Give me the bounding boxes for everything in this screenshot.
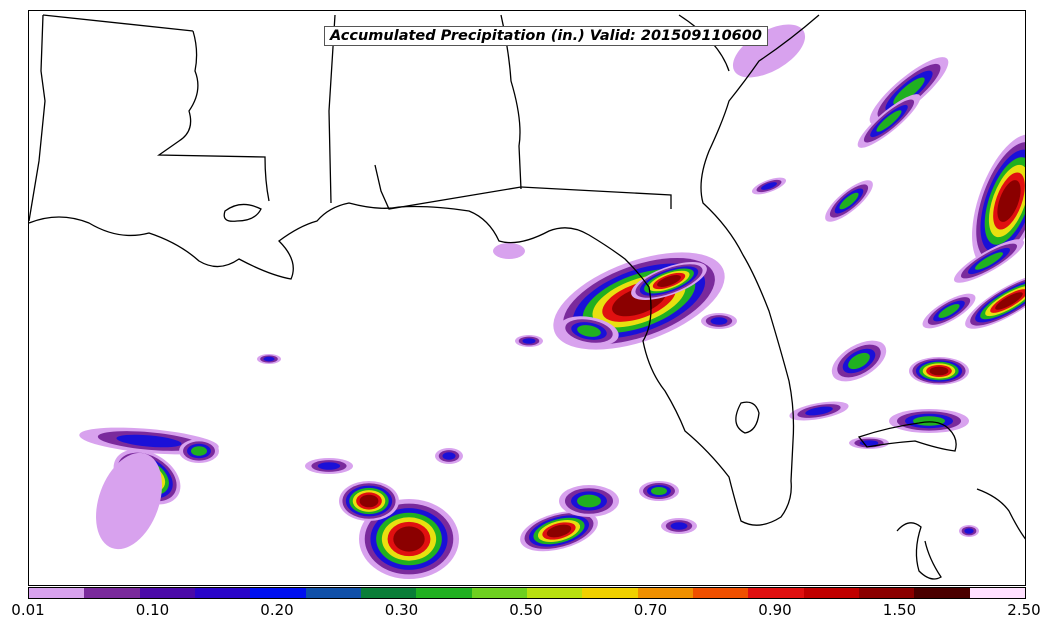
precipitation-cell bbox=[929, 366, 949, 376]
lake-okeechobee bbox=[735, 401, 760, 434]
precipitation-cell bbox=[893, 77, 925, 105]
colorbar-swatch bbox=[305, 588, 361, 598]
precipitation-cell bbox=[493, 243, 525, 259]
precipitation-cell bbox=[96, 452, 162, 550]
colorbar-tick-label: 0.50 bbox=[509, 601, 543, 619]
precipitation-cell bbox=[848, 352, 870, 370]
colorbar-swatch bbox=[637, 588, 693, 598]
colorbar-labels: 0.01 0.10 0.20 0.30 0.50 0.70 0.90 1.50 2.50 bbox=[0, 601, 1054, 625]
colorbar-tick-label: 0.30 bbox=[384, 601, 419, 619]
colorbar-swatch bbox=[471, 588, 527, 598]
louisiana-west-border bbox=[29, 14, 46, 222]
colorbar-swatch bbox=[29, 588, 85, 598]
cuba-coastline bbox=[857, 421, 957, 452]
state-boundary-georgia-florida bbox=[520, 186, 672, 209]
colorbar-swatch bbox=[360, 588, 417, 598]
precipitation-cell bbox=[577, 494, 601, 508]
gulf-coastline bbox=[29, 14, 820, 526]
colorbar-swatch bbox=[582, 588, 638, 598]
precipitation-cell bbox=[732, 24, 806, 78]
map-panel: Accumulated Precipitation (in.) Valid: 2… bbox=[28, 10, 1026, 586]
map-title: Accumulated Precipitation (in.) Valid: 2… bbox=[324, 26, 768, 46]
precipitation-cell bbox=[761, 182, 777, 190]
colorbar-swatch bbox=[803, 588, 859, 598]
precipitation-cell bbox=[964, 528, 974, 534]
precipitation-cell bbox=[995, 292, 1023, 310]
colorbar-swatch bbox=[139, 588, 195, 598]
state-boundary-louisiana-arkansas bbox=[42, 14, 194, 32]
pontchartrain-lake bbox=[223, 203, 262, 222]
precipitation-cell bbox=[975, 252, 1003, 270]
precipitation-cell bbox=[657, 275, 681, 287]
colorbar-swatch bbox=[194, 588, 251, 598]
colorbar-swatch bbox=[250, 588, 306, 598]
precipitation-cell bbox=[651, 487, 667, 495]
colorbar-swatch bbox=[84, 588, 140, 598]
precipitation-cell bbox=[317, 462, 341, 470]
colorbar-swatch bbox=[748, 588, 804, 598]
precipitation-cell bbox=[359, 494, 379, 508]
precipitation-cell bbox=[913, 416, 945, 426]
bahamas-island bbox=[976, 488, 1025, 540]
colorbar-swatch bbox=[416, 588, 472, 598]
colorbar-tick-label: 0.01 bbox=[11, 601, 45, 619]
precipitation-cell bbox=[938, 304, 960, 318]
colorbar-swatch bbox=[969, 588, 1025, 598]
colorbar bbox=[28, 587, 1026, 599]
state-boundary-louisiana-mississippi bbox=[156, 30, 270, 202]
precipitation-cell bbox=[191, 446, 207, 456]
state-boundary-alabama-florida bbox=[374, 164, 522, 210]
colorbar-swatch bbox=[692, 588, 749, 598]
precipitation-cell bbox=[442, 452, 456, 460]
precipitation-cell bbox=[670, 522, 688, 530]
colorbar-tick-label: 2.50 bbox=[1007, 601, 1041, 619]
precipitation-cell bbox=[839, 192, 859, 210]
precipitation-map bbox=[29, 14, 1025, 580]
precipitation-cell bbox=[710, 317, 728, 325]
colorbar-tick-label: 0.70 bbox=[633, 601, 668, 619]
colorbar-swatch bbox=[858, 588, 915, 598]
precipitation-layer bbox=[79, 24, 1025, 579]
colorbar-tick-label: 0.10 bbox=[135, 601, 170, 619]
precipitation-cell bbox=[116, 434, 182, 448]
precipitation-cell bbox=[522, 338, 536, 344]
colorbar-tick-label: 1.50 bbox=[882, 601, 917, 619]
colorbar-tick-label: 0.90 bbox=[758, 601, 792, 619]
precipitation-cell bbox=[805, 406, 833, 416]
precipitation-cell bbox=[263, 356, 275, 362]
colorbar-swatch bbox=[526, 588, 583, 598]
precipitation-cell bbox=[546, 524, 572, 538]
state-boundary-mississippi-alabama bbox=[328, 14, 336, 204]
boundary-layer bbox=[29, 14, 1025, 580]
precipitation-cell bbox=[997, 180, 1021, 222]
precipitation-cell bbox=[577, 325, 601, 337]
yucatan-coastline bbox=[896, 522, 942, 580]
colorbar-swatch bbox=[914, 588, 970, 598]
colorbar-tick-label: 0.20 bbox=[260, 601, 294, 619]
precipitation-cell bbox=[393, 526, 425, 552]
precipitation-cell bbox=[876, 110, 902, 132]
